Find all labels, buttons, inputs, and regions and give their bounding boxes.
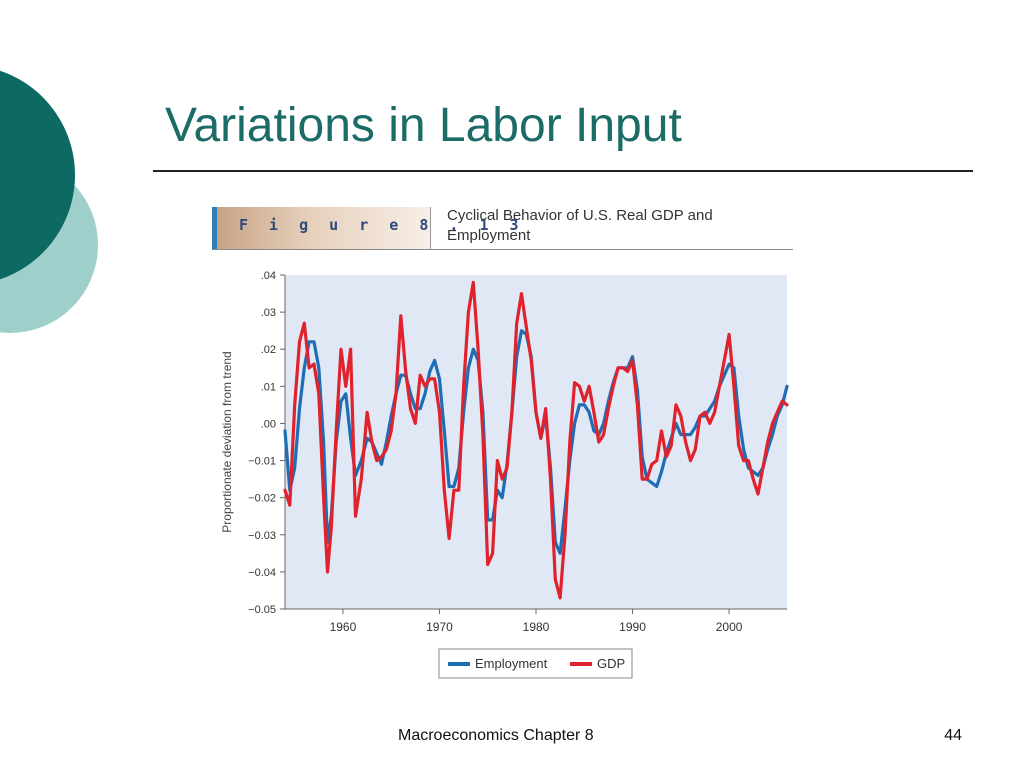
legend-label-employment: Employment [475, 656, 548, 671]
y-tick-label: −0.01 [248, 456, 276, 468]
series-line-gdp [283, 280, 789, 600]
x-tick-label: 1980 [523, 620, 550, 634]
legend-label-gdp: GDP [597, 656, 625, 671]
y-tick-label: .01 [261, 381, 276, 393]
x-tick-label: 1960 [330, 620, 357, 634]
figure-banner: F i g u r e 8 . 1 3 [212, 207, 519, 249]
plot-area [285, 275, 787, 609]
figure-rule [212, 249, 793, 250]
y-tick-label: .00 [261, 418, 276, 430]
decorative-circles [0, 70, 98, 333]
dark-teal-circle [0, 70, 75, 280]
figure-separator [430, 207, 431, 249]
y-tick-label: .03 [261, 307, 276, 319]
y-tick-label: .02 [261, 344, 276, 356]
y-tick-label: −0.02 [248, 493, 276, 505]
y-tick-label: −0.04 [248, 567, 276, 579]
figure-label: F i g u r e 8 . 1 3 [239, 216, 525, 234]
x-tick-label: 1990 [619, 620, 646, 634]
page-number: 44 [944, 727, 962, 744]
y-tick-label: .04 [261, 270, 276, 282]
legend-box [438, 648, 633, 679]
y-tick-label: −0.03 [248, 530, 276, 542]
title-underline [153, 170, 973, 172]
line-chart: .04 .03 .02 .01 .00 −0.01 −0.02 −0.03 −0.04 −0.05… [220, 270, 789, 679]
x-tick-label: 1970 [426, 620, 453, 634]
slide-title: Variations in Labor Input [165, 99, 682, 152]
y-tick-label: −0.05 [248, 604, 276, 616]
x-tick-label: 2000 [716, 620, 743, 634]
figure-caption: Cyclical Behavior of U.S. Real GDP and E… [447, 207, 713, 244]
footer-text: Macroeconomics Chapter 8 [398, 727, 594, 744]
y-axis-label: Proportionate deviation from trend [220, 351, 234, 532]
